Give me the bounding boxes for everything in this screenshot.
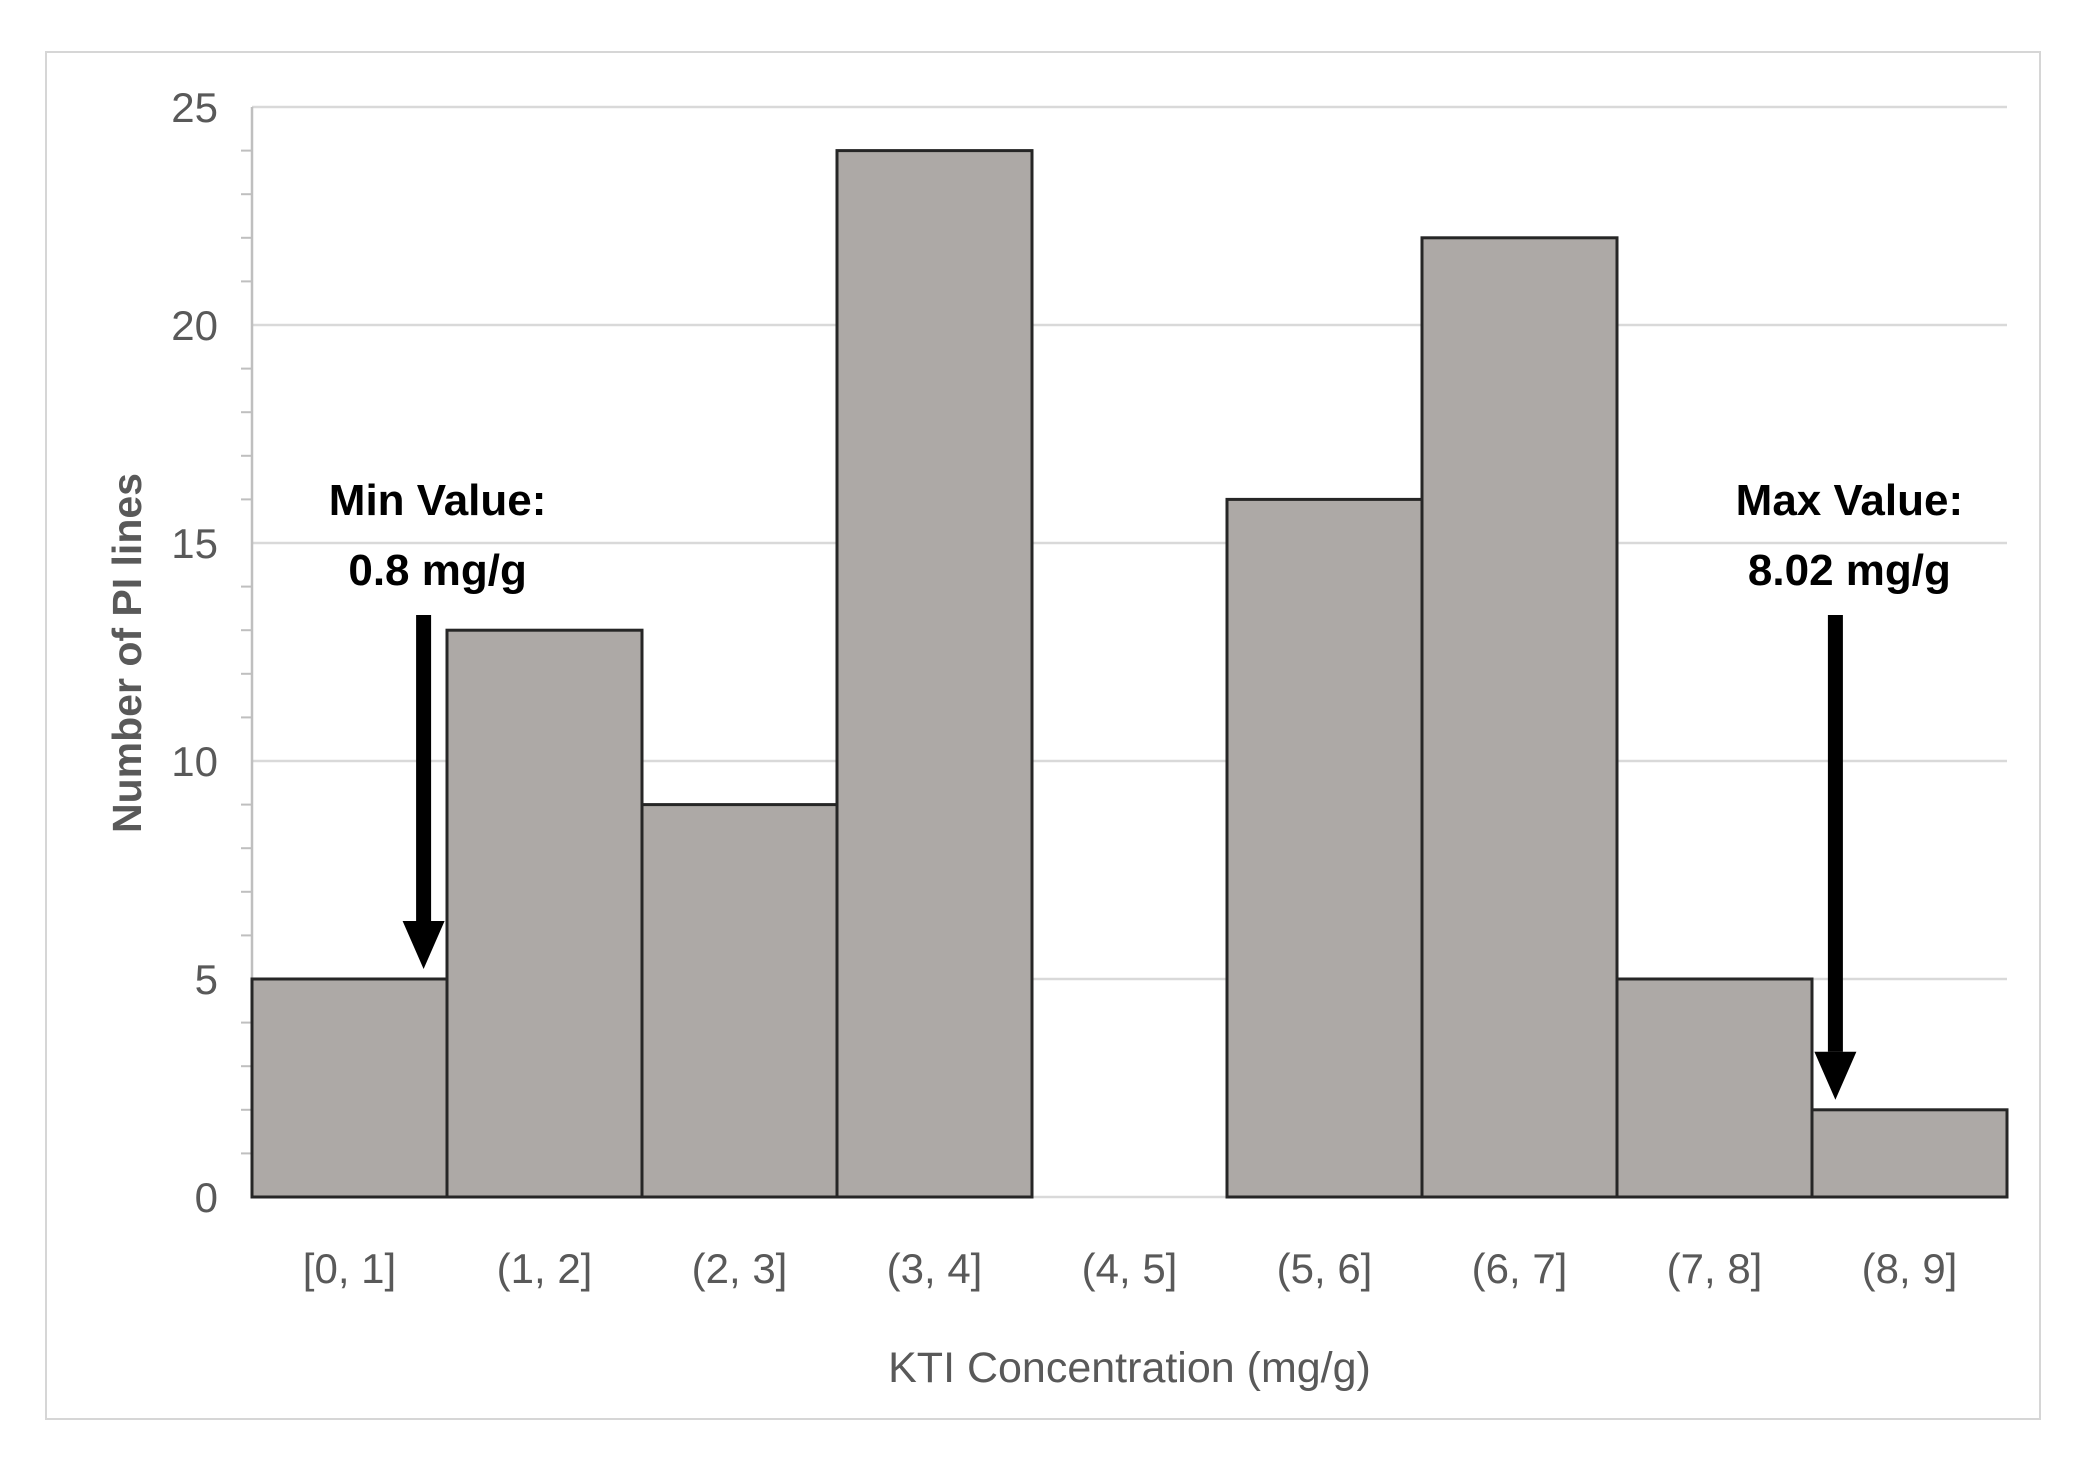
annotation-arrow-head-0 [402, 921, 445, 969]
annotation-arrow-head-1 [1814, 1051, 1857, 1100]
bar-5 [1225, 497, 1424, 1199]
x-axis-title: KTI Concentration (mg/g) [888, 1344, 1371, 1392]
x-tick-label: (1, 2] [497, 1245, 593, 1292]
annotation-line2-1: 8.02 mg/g [1748, 546, 1951, 595]
x-tick-label: [0, 1] [303, 1245, 396, 1292]
bar-1 [445, 628, 644, 1199]
x-tick-label: (4, 5] [1082, 1245, 1178, 1292]
bar-2 [640, 803, 839, 1199]
annotation-arrow-shaft-0 [416, 615, 432, 921]
annotation-line1-1: Max Value: [1736, 476, 1963, 525]
x-tick-label: (6, 7] [1472, 1245, 1568, 1292]
x-tick-label: (5, 6] [1277, 1245, 1373, 1292]
x-tick-label: (2, 3] [692, 1245, 788, 1292]
bar-0 [250, 977, 449, 1199]
y-tick-label: 10 [171, 738, 218, 785]
bar-7 [1615, 977, 1814, 1199]
y-tick-label: 20 [171, 302, 218, 349]
annotation-line2-0: 0.8 mg/g [348, 546, 527, 595]
y-tick-label: 5 [195, 956, 218, 1003]
annotation-line1-0: Min Value: [329, 476, 547, 525]
x-tick-label: (7, 8] [1667, 1245, 1763, 1292]
x-tick-label: (3, 4] [887, 1245, 983, 1292]
y-axis-title: Number of PI lines [104, 473, 150, 833]
y-tick-label: 15 [171, 520, 218, 567]
y-tick-label: 0 [195, 1174, 218, 1221]
annotation-arrow-shaft-1 [1827, 615, 1843, 1052]
x-tick-label: (8, 9] [1862, 1245, 1958, 1292]
y-tick-label: 25 [171, 84, 218, 131]
bar-6 [1420, 236, 1619, 1199]
bar-3 [835, 149, 1034, 1199]
bar-8 [1810, 1108, 2009, 1199]
